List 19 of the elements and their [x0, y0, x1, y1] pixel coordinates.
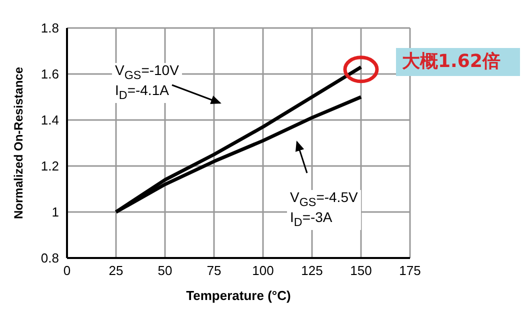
- x-tick-label: 0: [63, 263, 71, 278]
- x-tick-label: 25: [108, 263, 124, 278]
- x-tick-label: 100: [252, 263, 274, 278]
- y-axis-title: Normalized On-Resistance: [11, 66, 26, 220]
- x-tick-label: 50: [158, 263, 172, 278]
- y-tick-label: 1: [52, 204, 59, 220]
- text: V$_{GS}$=-4.5V I$_{D}$=-3A: [290, 189, 358, 229]
- x-axis-title: Temperature (°C): [186, 288, 291, 303]
- x-tick-label: 75: [206, 263, 222, 278]
- x-tick-label: 150: [350, 263, 372, 278]
- annotation: 大概1.62倍: [396, 48, 520, 76]
- y-tick-label: 0.8: [40, 250, 59, 266]
- x-tick-label: 175: [399, 263, 421, 278]
- y-tick-label: 1.4: [40, 112, 59, 128]
- text: V$_{GS}$=-10V I$_{D}$=-4.1A: [115, 62, 179, 102]
- y-tick-label: 1.8: [40, 20, 59, 36]
- x-tick-label: 125: [301, 263, 323, 278]
- y-tick-label: 1.6: [40, 66, 59, 82]
- y-tick-label: 1.2: [40, 158, 59, 174]
